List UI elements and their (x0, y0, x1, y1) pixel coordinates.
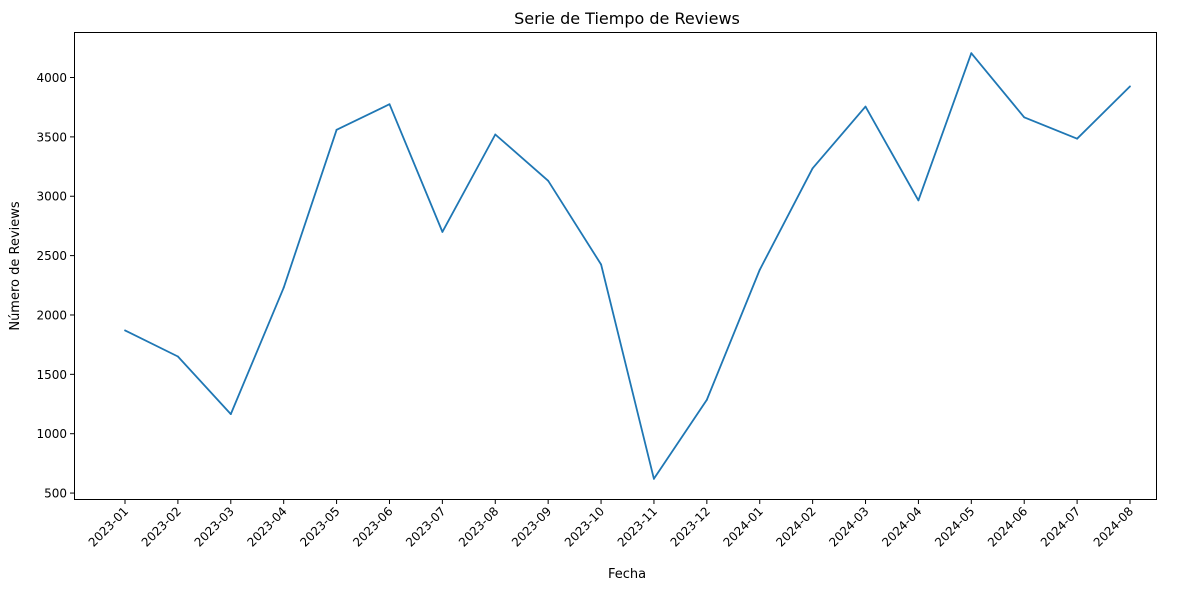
y-tick-label: 3500 (36, 130, 67, 144)
axes-frame (74, 32, 1157, 500)
x-axis-label: Fecha (608, 567, 646, 582)
y-tick-label: 3000 (36, 190, 67, 204)
data-point (653, 477, 655, 480)
data-point (1129, 85, 1131, 88)
y-tick-label: 4000 (36, 71, 67, 85)
data-point (494, 133, 497, 136)
data-point (758, 268, 761, 271)
data-point (864, 105, 867, 108)
data-point (705, 398, 708, 401)
data-point (388, 103, 391, 106)
data-point (917, 199, 920, 202)
data-point (441, 230, 444, 233)
data-point (1076, 137, 1079, 140)
data-point (229, 413, 232, 416)
y-axis-label: Número de Reviews (8, 201, 23, 331)
data-point (176, 355, 179, 358)
data-point (335, 128, 338, 131)
data-point (282, 286, 285, 289)
data-point (547, 179, 550, 182)
data-point (124, 329, 126, 332)
y-tick-label: 2000 (36, 308, 67, 322)
y-tick-label: 2500 (36, 249, 67, 263)
data-point (1023, 116, 1026, 119)
data-point (970, 52, 973, 55)
data-point (600, 263, 602, 266)
y-tick-label: 1000 (36, 427, 67, 441)
chart-title: Serie de Tiempo de Reviews (514, 9, 740, 28)
data-point (811, 167, 814, 170)
y-tick-label: 500 (44, 487, 67, 501)
y-tick-label: 1500 (36, 368, 67, 382)
series-line (124, 52, 1131, 480)
